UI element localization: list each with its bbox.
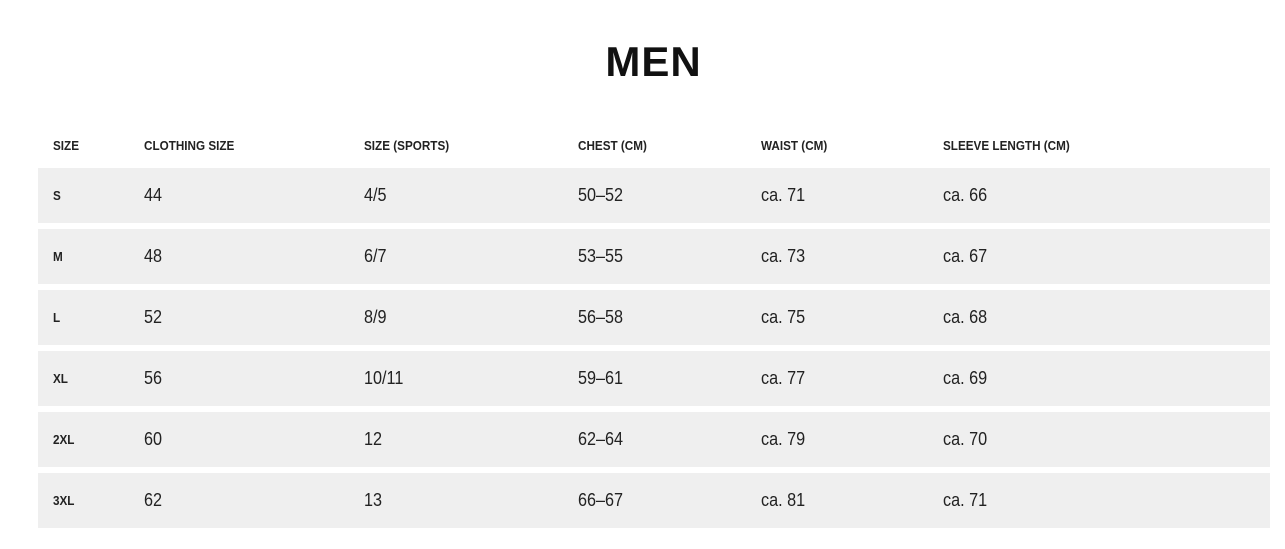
- cell-clothing-size: 56: [144, 368, 163, 388]
- cell-waist: ca. 79: [761, 429, 806, 449]
- header-sleeve-length: SLEEVE LENGTH (CM): [943, 138, 1070, 153]
- header-clothing-size: CLOTHING SIZE: [144, 138, 235, 153]
- cell-waist: ca. 81: [761, 490, 806, 510]
- table-header-row: SIZE CLOTHING SIZE SIZE (SPORTS) CHEST (…: [38, 130, 1270, 162]
- cell-size: L: [53, 310, 61, 325]
- cell-size-sports: 12: [364, 429, 383, 449]
- cell-sleeve-length: ca. 68: [943, 307, 988, 327]
- cell-sleeve-length: ca. 66: [943, 185, 988, 205]
- cell-sleeve-length: ca. 71: [943, 490, 988, 510]
- cell-chest: 50–52: [578, 185, 624, 205]
- cell-clothing-size: 62: [144, 490, 163, 510]
- cell-size: XL: [53, 371, 68, 386]
- table-row: 2XL 60 12 62–64 ca. 79 ca. 70: [38, 412, 1270, 467]
- header-size-sports: SIZE (SPORTS): [364, 138, 450, 153]
- cell-waist: ca. 73: [761, 246, 806, 266]
- cell-size-sports: 6/7: [364, 246, 387, 266]
- cell-clothing-size: 48: [144, 246, 163, 266]
- cell-size-sports: 8/9: [364, 307, 387, 327]
- cell-size: 3XL: [53, 493, 75, 508]
- table-row: 3XL 62 13 66–67 ca. 81 ca. 71: [38, 473, 1270, 528]
- cell-sleeve-length: ca. 70: [943, 429, 988, 449]
- table-row: L 52 8/9 56–58 ca. 75 ca. 68: [38, 290, 1270, 345]
- cell-size-sports: 10/11: [364, 368, 404, 388]
- cell-sleeve-length: ca. 67: [943, 246, 988, 266]
- table-row: S 44 4/5 50–52 ca. 71 ca. 66: [38, 168, 1270, 223]
- size-chart-table: SIZE CLOTHING SIZE SIZE (SPORTS) CHEST (…: [38, 130, 1270, 534]
- cell-chest: 59–61: [578, 368, 624, 388]
- cell-clothing-size: 60: [144, 429, 163, 449]
- cell-chest: 56–58: [578, 307, 624, 327]
- header-chest: CHEST (CM): [578, 138, 647, 153]
- cell-size-sports: 13: [364, 490, 383, 510]
- cell-chest: 53–55: [578, 246, 624, 266]
- cell-size-sports: 4/5: [364, 185, 387, 205]
- cell-size: 2XL: [53, 432, 75, 447]
- header-waist: WAIST (CM): [761, 138, 828, 153]
- cell-chest: 66–67: [578, 490, 624, 510]
- cell-size: M: [53, 249, 63, 264]
- cell-waist: ca. 75: [761, 307, 806, 327]
- cell-clothing-size: 52: [144, 307, 163, 327]
- cell-size: S: [53, 188, 61, 203]
- cell-chest: 62–64: [578, 429, 624, 449]
- cell-clothing-size: 44: [144, 185, 163, 205]
- table-row: M 48 6/7 53–55 ca. 73 ca. 67: [38, 229, 1270, 284]
- header-size: SIZE: [53, 138, 80, 153]
- cell-waist: ca. 77: [761, 368, 806, 388]
- table-row: XL 56 10/11 59–61 ca. 77 ca. 69: [38, 351, 1270, 406]
- cell-waist: ca. 71: [761, 185, 806, 205]
- cell-sleeve-length: ca. 69: [943, 368, 988, 388]
- page-title: MEN: [605, 38, 702, 85]
